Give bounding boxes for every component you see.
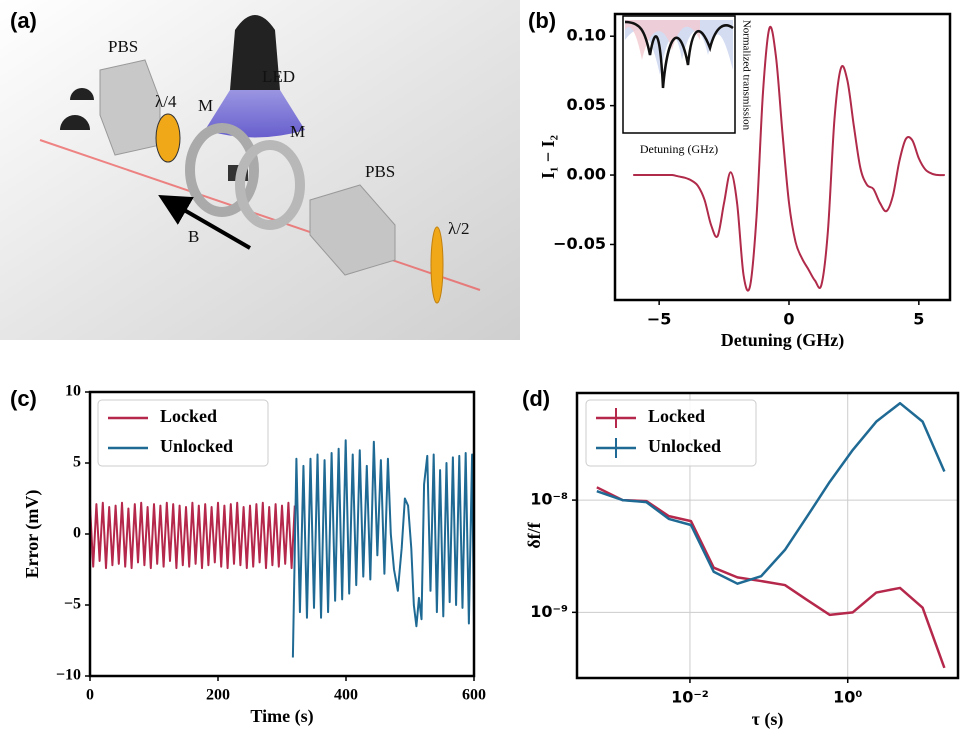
detector — [60, 115, 90, 130]
inset: Detuning (GHz) Normalized transmission — [622, 15, 752, 156]
legend-label: Unlocked — [648, 436, 721, 456]
y-tick-label: 10⁻⁹ — [530, 602, 568, 621]
y-tick-label: 5 — [73, 454, 81, 471]
y-tick-label: 0.10 — [567, 26, 606, 45]
plot-frame — [88, 390, 476, 678]
diagram-label: LED — [262, 67, 295, 86]
magnet-ring — [185, 123, 259, 217]
inset-area — [625, 20, 700, 60]
plot-frame — [575, 391, 960, 680]
detector — [70, 88, 94, 100]
x-axis-label: Time (s) — [250, 706, 313, 727]
x-axis-label: Detuning (GHz) — [721, 330, 845, 351]
chart: −0.05 0.00 0.05 0.10 −5 0 5 Detuning (GHz) I₁ − … — [538, 12, 952, 351]
diagram-label: PBS — [108, 37, 138, 56]
diagram-label: B — [188, 227, 199, 246]
y-axis-label: Error (mV) — [22, 490, 43, 579]
data-line — [291, 439, 474, 658]
y-axis-label: I₁ − I₂ — [538, 135, 558, 179]
inset-x-label: Detuning (GHz) — [640, 142, 718, 156]
panel-label: (a) — [10, 8, 37, 33]
legend-box — [97, 399, 269, 467]
x-tick-label: 600 — [462, 687, 486, 704]
data-line — [633, 25, 945, 292]
panel-label: (b) — [528, 8, 556, 33]
x-tick-label: 10⁰ — [833, 688, 862, 707]
inset-y-label: Normalized transmission — [740, 20, 752, 131]
y-tick-label: 0 — [73, 525, 81, 542]
diagram: PBS λ/4 LED M M PBS λ/2 B — [0, 0, 520, 340]
diagram-label: λ/2 — [448, 219, 469, 238]
y-tick-label: 0.00 — [567, 165, 606, 184]
y-tick-label: −10 — [56, 667, 81, 684]
y-tick-label: 0.05 — [567, 95, 606, 114]
field-arrow — [158, 195, 251, 250]
y-axis-label: δf/f — [524, 521, 544, 548]
diagram-label: M — [198, 96, 213, 115]
x-tick-label: 400 — [334, 687, 358, 704]
chart: 10⁻⁹ 10⁻⁸ 10⁻² 10⁰ τ (s) δf/f Locked Unlocked — [524, 391, 960, 730]
x-tick-label: 0 — [86, 687, 94, 704]
x-axis-label: τ (s) — [752, 709, 784, 730]
panel-label: (c) — [10, 386, 37, 411]
waveplate — [155, 113, 181, 163]
legend-label: Unlocked — [160, 436, 233, 456]
diagram-label: PBS — [365, 162, 395, 181]
x-tick-label: 10⁻² — [671, 688, 709, 707]
panel-label: (d) — [522, 386, 550, 411]
chart: −10 −5 0 5 10 0 200 400 600 Time (s) Error (mV) Loc… — [22, 383, 486, 727]
y-tick-label: −0.05 — [553, 234, 606, 253]
legend-label: Locked — [160, 406, 217, 426]
data-line — [596, 401, 946, 585]
x-tick-label: 0 — [783, 310, 794, 329]
y-tick-label: 10 — [65, 383, 81, 400]
data-line — [90, 501, 296, 570]
x-tick-label: 5 — [913, 310, 924, 329]
led — [230, 15, 280, 90]
inset-curve — [624, 20, 734, 89]
waveplate — [430, 226, 444, 304]
pbs-cube — [309, 184, 396, 276]
plot-frame — [613, 12, 952, 302]
diagram-label: λ/4 — [155, 92, 177, 111]
inset-frame — [622, 15, 736, 134]
legend-label: Locked — [648, 406, 705, 426]
data-line — [596, 486, 946, 669]
diagram-label: M — [290, 122, 305, 141]
x-tick-label: 200 — [206, 687, 230, 704]
x-tick-label: −5 — [647, 310, 672, 329]
magnet-ring — [235, 140, 305, 230]
legend-box — [585, 399, 757, 467]
y-tick-label: 10⁻⁸ — [530, 490, 568, 509]
y-tick-label: −5 — [64, 596, 81, 613]
laser-beam — [39, 139, 481, 291]
